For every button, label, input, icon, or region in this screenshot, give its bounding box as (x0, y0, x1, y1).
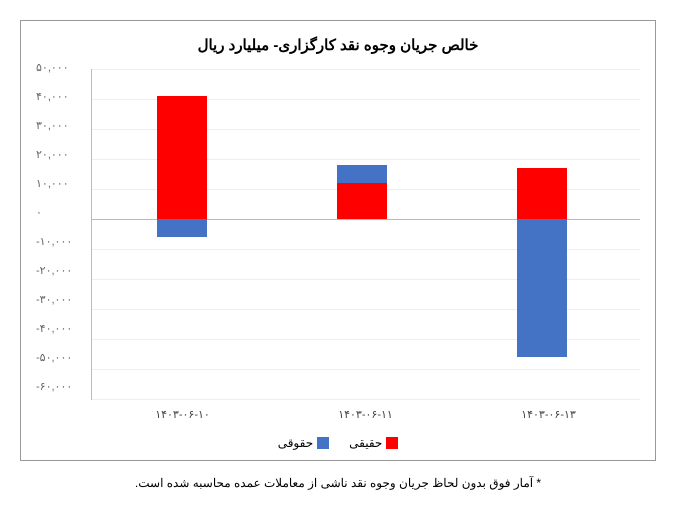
bar-segment (157, 219, 207, 237)
y-tick-label: ۱۰,۰۰۰ (36, 179, 69, 190)
y-tick-label: -۳۰,۰۰۰ (36, 295, 72, 306)
y-axis: ۵۰,۰۰۰ ۴۰,۰۰۰ ۳۰,۰۰۰ ۲۰,۰۰۰ ۱۰,۰۰۰ ۰ -۱۰,۰۰۰ -۲… (36, 63, 91, 393)
y-tick-label: ۵۰,۰۰۰ (36, 63, 69, 74)
y-tick-label: -۴۰,۰۰۰ (36, 324, 72, 335)
gridline (92, 69, 640, 70)
y-tick-label: ۲۰,۰۰۰ (36, 150, 69, 161)
legend-label: حقیقی (349, 436, 382, 450)
y-tick-label: -۱۰,۰۰۰ (36, 237, 72, 248)
x-axis-labels: ۱۴۰۳-۰۶-۱۰۱۴۰۳-۰۶-۱۱۱۴۰۳-۰۶-۱۳ (91, 408, 640, 421)
chart-title: خالص جریان وجوه نقد کارگزاری- میلیارد ری… (36, 36, 640, 54)
y-tick-label: -۲۰,۰۰۰ (36, 266, 72, 277)
gridline (92, 369, 640, 370)
bar-segment (517, 168, 567, 219)
plot-wrap: ۵۰,۰۰۰۴۰,۰۰۰۳۰,۰۰۰۲۰,۰۰۰۱۰,۰۰۰۰-۱۰,۰۰۰-۲… (36, 69, 640, 400)
y-tick-label: ۳۰,۰۰۰ (36, 121, 69, 132)
chart-container: خالص جریان وجوه نقد کارگزاری- میلیارد ری… (20, 20, 656, 461)
bar-segment (157, 96, 207, 219)
legend-label: حقوقی (278, 436, 313, 450)
legend-item: حقیقی (349, 436, 398, 450)
bar-segment (337, 165, 387, 183)
gridline (92, 399, 640, 400)
y-tick-label: ۴۰,۰۰۰ (36, 92, 69, 103)
x-tick-label: ۱۴۰۳-۰۶-۱۱ (274, 408, 457, 421)
y-tick-label: -۶۰,۰۰۰ (36, 382, 72, 393)
bar-segment (517, 219, 567, 357)
legend-item: حقوقی (278, 436, 329, 450)
x-tick-label: ۱۴۰۳-۰۶-۱۰ (91, 408, 274, 421)
y-tick-label: -۵۰,۰۰۰ (36, 353, 72, 364)
footnote: * آمار فوق بدون لحاظ جریان وجوه نقد ناشی… (20, 476, 656, 490)
legend: حقیقی حقوقی (36, 436, 640, 450)
plot-area (91, 69, 640, 400)
legend-swatch (386, 437, 398, 449)
bar-segment (337, 183, 387, 219)
x-tick-label: ۱۴۰۳-۰۶-۱۳ (457, 408, 640, 421)
legend-swatch (317, 437, 329, 449)
y-tick-label: ۰ (36, 208, 42, 219)
